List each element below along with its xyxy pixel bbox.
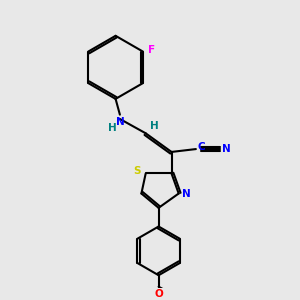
Text: N: N (222, 144, 230, 154)
Text: H: H (150, 121, 159, 130)
Text: O: O (154, 289, 163, 299)
Text: F: F (148, 45, 155, 55)
Text: S: S (133, 166, 140, 176)
Text: N: N (116, 117, 124, 127)
Text: C: C (197, 142, 205, 152)
Text: N: N (182, 188, 190, 199)
Text: H: H (108, 123, 117, 133)
